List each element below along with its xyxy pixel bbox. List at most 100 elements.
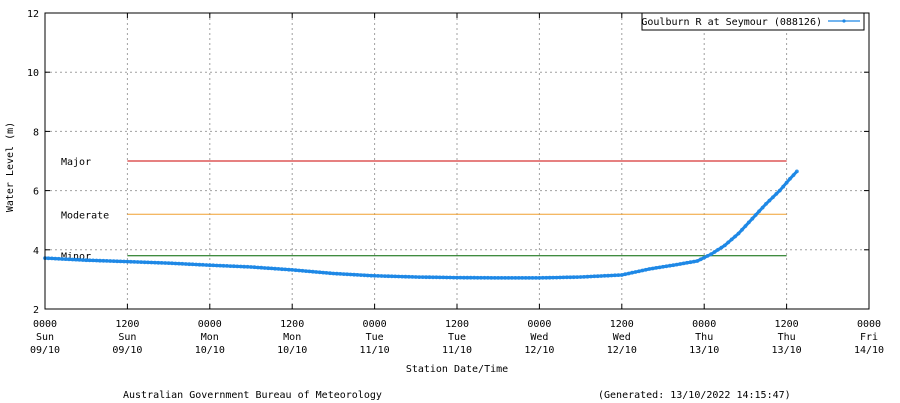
data-point [56,256,61,261]
x-tick-time: 1200 [445,319,469,330]
x-tick-time: 1200 [280,319,304,330]
x-tick-time: 1200 [775,319,799,330]
data-point [266,266,271,271]
threshold-label-minor: Minor [61,252,91,263]
data-point [513,276,518,280]
data-point [321,270,325,275]
data-point [434,275,439,280]
data-point [348,272,353,277]
data-point [448,275,452,280]
data-point [681,261,686,266]
x-tick-day: Thu [778,332,796,343]
y-tick-label: 10 [27,68,39,79]
data-point [70,257,75,262]
data-point [637,269,641,274]
data-point [753,213,758,217]
data-point [774,192,779,196]
data-point [307,269,312,274]
data-point [516,276,521,280]
data-point [561,275,566,280]
data-point [300,268,305,273]
data-point [606,273,610,278]
data-point [633,270,638,274]
data-point [235,264,240,269]
legend: Goulburn R at Seymour (088126) [641,12,865,31]
data-point [506,276,511,280]
x-tick-day: Mon [201,332,219,343]
data-point [242,264,247,269]
data-point [194,262,199,267]
data-point [698,257,703,262]
data-point [173,261,178,266]
data-point [520,276,525,280]
data-point [716,247,720,252]
x-tick-time: 0000 [527,319,551,330]
data-point [781,184,786,189]
data-point [111,259,116,263]
data-point [750,216,755,221]
data-point [551,275,555,280]
data-point [163,261,168,265]
data-point [238,264,243,269]
data-point [177,261,181,266]
x-tick-date: 13/10 [772,345,802,356]
data-point [280,267,284,272]
data-point [496,276,501,280]
data-point [595,274,600,279]
data-point [341,272,346,276]
data-point [146,260,150,265]
legend-box [641,12,865,31]
data-point [345,272,349,277]
data-point [733,234,737,239]
x-tick-time: 0000 [692,319,716,330]
data-point [685,260,689,265]
data-point [269,266,274,271]
data-point [671,263,676,268]
data-point [757,209,761,214]
data-point [712,250,717,254]
data-point [503,276,507,280]
data-point [53,256,58,261]
data-point [94,258,99,263]
data-point [571,275,576,280]
data-point [458,275,463,280]
data-point [256,265,260,270]
x-tick-date: 10/10 [277,345,307,356]
x-tick-date: 12/10 [607,345,637,356]
data-point [726,240,731,245]
data-point [334,271,339,276]
data-point [170,261,174,266]
data-point [702,255,707,260]
data-point [602,273,607,278]
data-point [283,267,288,272]
data-point [705,254,710,258]
data-point [228,264,233,268]
data-point [534,276,538,280]
data-point [362,273,367,278]
data-point [444,275,449,280]
data-point [183,262,188,266]
data-point [486,275,490,280]
data-point [304,269,308,273]
data-point [60,257,65,261]
data-point [245,264,250,269]
data-point [125,259,130,264]
x-tick-date: 11/10 [360,345,390,356]
data-point [736,231,741,236]
data-point [407,274,411,279]
data-point [788,176,792,181]
data-point [554,275,559,280]
data-point [67,257,71,262]
data-point [599,274,604,278]
data-point [472,275,477,280]
flood-thresholds: Major Moderate Minor [61,157,787,263]
data-point [259,265,264,270]
data-point [695,259,700,263]
data-point [626,271,631,276]
data-point [159,261,164,265]
data-point [767,198,772,203]
x-tick-day: Sun [118,332,136,343]
x-tick-time: 0000 [363,319,387,330]
data-point [115,259,119,264]
data-point [389,274,394,279]
